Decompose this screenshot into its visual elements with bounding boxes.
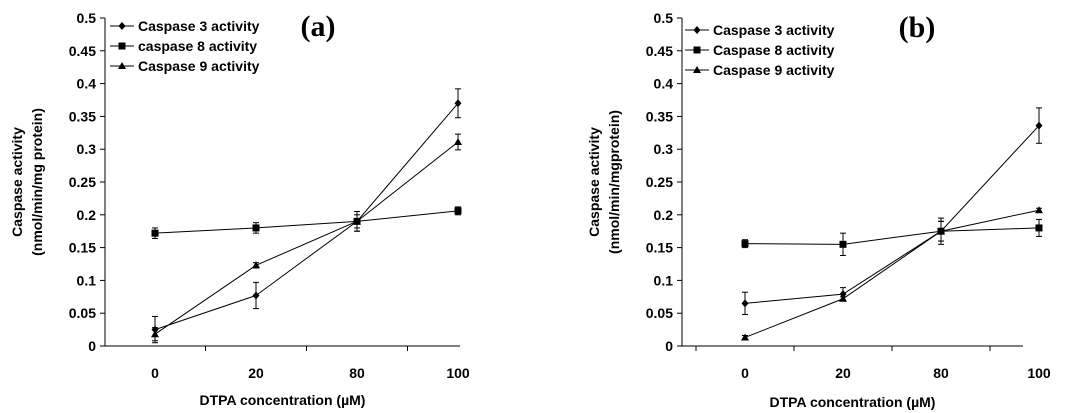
data-point bbox=[252, 261, 260, 269]
series-line bbox=[154, 210, 459, 234]
y-axis-label: Caspase activity bbox=[586, 127, 602, 237]
data-point bbox=[741, 333, 749, 341]
y-tick-label: 0.3 bbox=[77, 141, 97, 157]
y-tick-label: 0.5 bbox=[654, 10, 674, 26]
legend-label: Caspase 3 activity bbox=[138, 18, 260, 34]
y-tick-label: 0.2 bbox=[77, 207, 97, 223]
data-point bbox=[937, 227, 945, 235]
y-tick-label: 0.2 bbox=[654, 207, 674, 223]
data-point bbox=[741, 240, 749, 248]
y-tick-label: 0.25 bbox=[646, 174, 673, 190]
series-line bbox=[744, 125, 1040, 304]
series-line bbox=[154, 141, 459, 335]
series-square bbox=[151, 206, 462, 239]
series-triangle bbox=[151, 133, 462, 342]
data-point bbox=[1035, 121, 1043, 130]
legend-marker-square bbox=[693, 46, 701, 54]
x-tick-label: 80 bbox=[349, 365, 365, 381]
x-axis-label: DTPA concentration (µM) bbox=[770, 394, 936, 410]
legend: Caspase 3 activity caspase 8 activity Casp… bbox=[110, 18, 260, 74]
data-point bbox=[454, 207, 462, 215]
y-tick-label: 0.1 bbox=[77, 272, 97, 288]
y-axis-label-units: (nmol/min/mgprotein) bbox=[606, 110, 622, 254]
panel-label: (b) bbox=[899, 11, 936, 44]
data-point bbox=[1035, 206, 1043, 214]
legend-label: Caspase 9 activity bbox=[713, 62, 835, 78]
legend-label: Caspase 9 activity bbox=[138, 58, 260, 74]
data-point bbox=[839, 290, 847, 299]
x-tick-label: 0 bbox=[151, 365, 159, 381]
data-point bbox=[252, 224, 260, 232]
data-point bbox=[151, 330, 159, 338]
data-point bbox=[151, 229, 159, 237]
data-point bbox=[839, 294, 847, 302]
chart-panel-b: 0 0.05 0.1 0.15 0.2 0.25 0.3 0.35 0.4 0.45 0.5 0 20 8… bbox=[545, 0, 1090, 413]
chart-b-svg: 0 0.05 0.1 0.15 0.2 0.25 0.3 0.35 0.4 0.45 0.5 0 20 8… bbox=[586, 10, 1051, 410]
data-point bbox=[839, 240, 847, 248]
legend-marker-diamond bbox=[693, 26, 701, 34]
y-tick-label: 0.45 bbox=[646, 43, 673, 59]
y-tick-label: 0.1 bbox=[654, 272, 674, 288]
y-tick-label: 0.3 bbox=[654, 141, 674, 157]
y-tick-label: 0.15 bbox=[646, 240, 673, 256]
data-point bbox=[454, 99, 462, 108]
x-tick-label: 20 bbox=[835, 365, 851, 381]
y-tick-label: 0.4 bbox=[77, 76, 97, 92]
data-point bbox=[353, 217, 361, 225]
legend-marker-square bbox=[118, 42, 126, 50]
series-triangle bbox=[741, 206, 1043, 341]
data-point bbox=[454, 137, 462, 145]
x-tick-label: 100 bbox=[1027, 365, 1051, 381]
data-point bbox=[252, 291, 260, 300]
legend-marker-triangle bbox=[118, 62, 126, 69]
legend-marker-diamond bbox=[118, 22, 126, 30]
x-tick-label: 80 bbox=[933, 365, 949, 381]
y-tick-label: 0 bbox=[88, 338, 96, 354]
y-tick-label: 0.05 bbox=[646, 305, 673, 321]
x-tick-label: 100 bbox=[446, 365, 470, 381]
legend-marker-triangle bbox=[693, 66, 701, 73]
y-tick-label: 0.25 bbox=[69, 174, 96, 190]
series-diamond bbox=[741, 107, 1043, 316]
x-axis-label: DTPA concentration (µM) bbox=[200, 392, 366, 408]
data-point bbox=[1035, 224, 1043, 232]
y-tick-label: 0.05 bbox=[69, 305, 96, 321]
series-line bbox=[744, 227, 1040, 245]
legend-label: Caspase 3 activity bbox=[713, 22, 835, 38]
x-tick-label: 0 bbox=[741, 365, 749, 381]
series-square bbox=[741, 217, 1043, 256]
data-point bbox=[741, 299, 749, 308]
legend-label: Caspase 8 activity bbox=[713, 42, 835, 58]
legend: Caspase 3 activity Caspase 8 activity Casp… bbox=[685, 22, 835, 78]
panel-label: (a) bbox=[301, 10, 336, 43]
y-tick-label: 0.5 bbox=[77, 10, 97, 26]
legend-label: caspase 8 activity bbox=[138, 38, 257, 54]
series-line bbox=[154, 102, 459, 331]
y-tick-label: 0.45 bbox=[69, 43, 96, 59]
chart-a-svg: 0 0.05 0.1 0.15 0.2 0.25 0.3 0.35 0.4 0.45 0.5 0 20 8… bbox=[9, 10, 470, 408]
x-tick-label: 20 bbox=[248, 365, 264, 381]
y-tick-label: 0 bbox=[665, 338, 673, 354]
series-line bbox=[744, 209, 1040, 338]
y-axis-label: Caspase activity bbox=[9, 127, 25, 237]
y-axis-label-units: (nmol/min/mg protein) bbox=[29, 108, 45, 256]
y-tick-label: 0.15 bbox=[69, 240, 96, 256]
y-tick-label: 0.4 bbox=[654, 76, 674, 92]
y-tick-label: 0.35 bbox=[69, 108, 96, 124]
chart-panel-a: 0 0.05 0.1 0.15 0.2 0.25 0.3 0.35 0.4 0.45 0.5 0 20 8… bbox=[9, 10, 470, 408]
y-tick-label: 0.35 bbox=[646, 108, 673, 124]
